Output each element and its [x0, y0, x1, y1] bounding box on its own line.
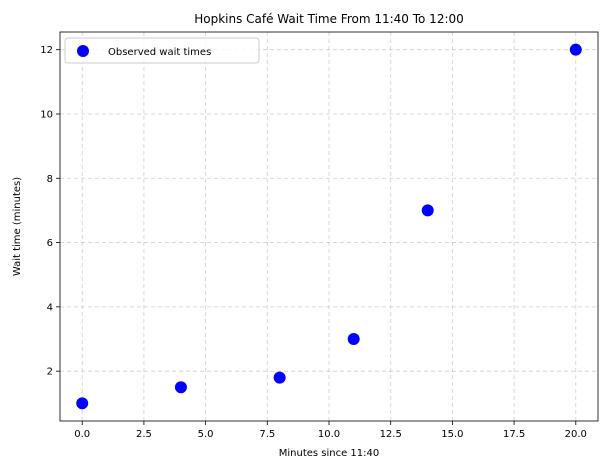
x-tick-label: 7.5	[259, 429, 275, 440]
x-axis-label: Minutes since 11:40	[279, 448, 380, 459]
x-tick-label: 15.0	[441, 429, 463, 440]
y-tick-label: 12	[40, 45, 53, 56]
y-axis: 2 4 6 8 10 12	[40, 45, 60, 378]
data-points	[76, 43, 582, 410]
data-point	[174, 381, 187, 394]
x-tick-label: 12.5	[380, 429, 402, 440]
chart-title: Hopkins Café Wait Time From 11:40 To 12:…	[194, 12, 464, 26]
data-point	[569, 43, 582, 56]
x-tick-label: 17.5	[503, 429, 525, 440]
y-tick-label: 6	[47, 238, 53, 249]
grid	[60, 32, 598, 421]
legend-entry: Observed wait times	[108, 47, 211, 58]
legend-marker	[77, 45, 89, 57]
y-tick-label: 2	[47, 367, 53, 378]
y-tick-label: 10	[40, 109, 53, 120]
data-point	[76, 397, 89, 410]
y-tick-label: 4	[47, 302, 53, 313]
y-tick-label: 8	[47, 174, 53, 185]
data-point	[347, 333, 360, 346]
x-tick-label: 10.0	[318, 429, 340, 440]
x-axis: 0.0 2.5 5.0 7.5 10.0 12.5 15.0 17.5 20.0	[74, 421, 587, 440]
legend: Observed wait times	[64, 37, 260, 64]
x-tick-label: 20.0	[565, 429, 587, 440]
data-point	[421, 204, 434, 217]
legend-box	[64, 37, 260, 64]
y-axis-label: Wait time (minutes)	[12, 177, 23, 276]
x-tick-label: 2.5	[136, 429, 152, 440]
x-tick-label: 0.0	[74, 429, 90, 440]
x-tick-label: 5.0	[198, 429, 214, 440]
data-point	[273, 371, 286, 384]
